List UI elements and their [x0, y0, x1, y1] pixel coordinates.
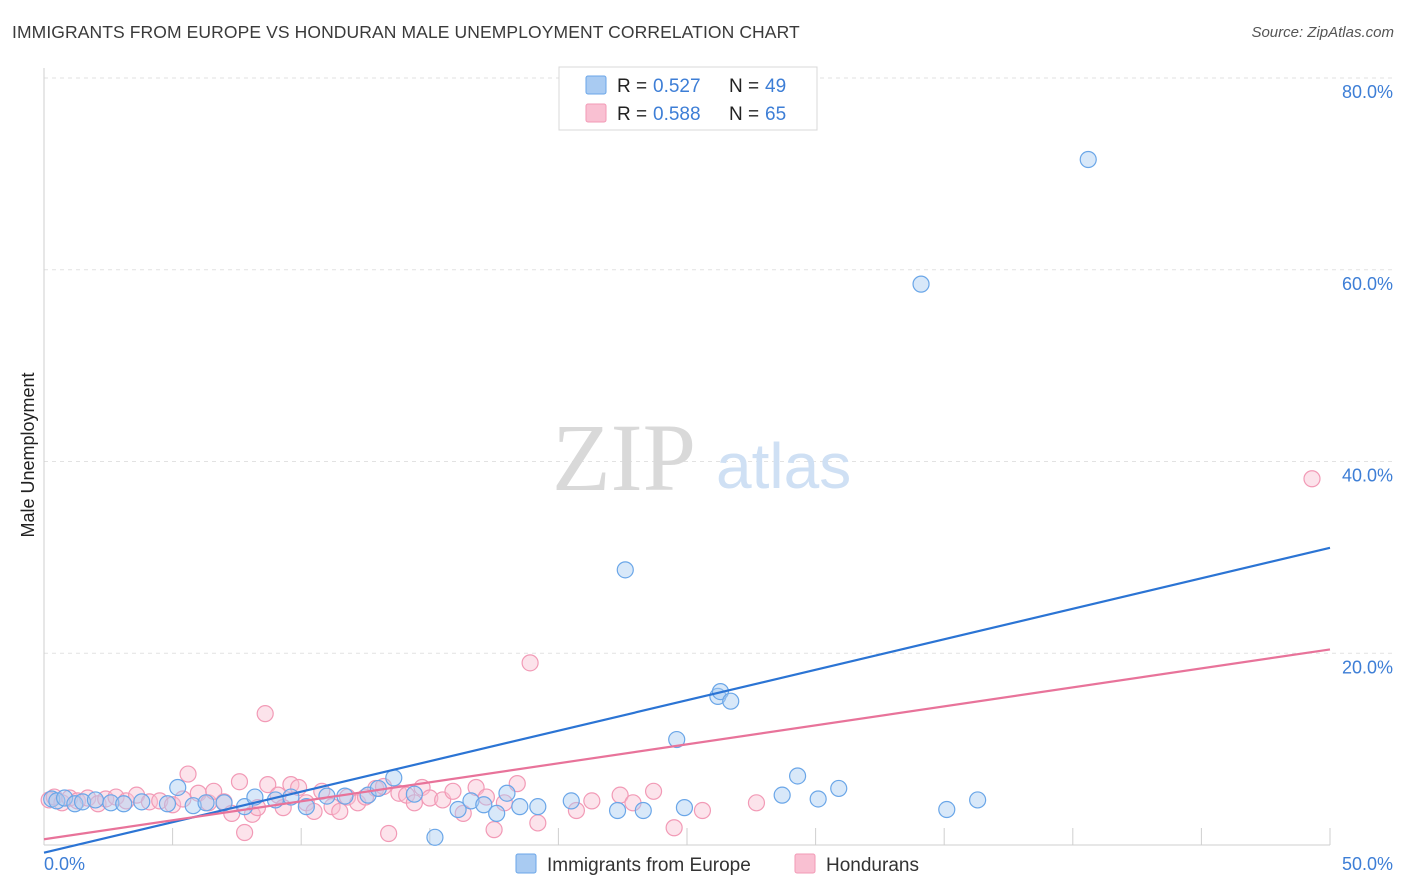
point-hondurans [529, 814, 547, 832]
legend-n-label-europe: N = [729, 76, 759, 97]
point-hondurans [521, 654, 539, 672]
point-immigrants-from-europe [115, 795, 133, 813]
y-axis-label: Male Unemployment [18, 372, 38, 537]
point-hondurans [164, 796, 182, 814]
point-hondurans [259, 775, 277, 794]
point-immigrants-from-europe [511, 798, 529, 816]
y-tick-label: 40.0% [1342, 466, 1393, 486]
legend-n-value-hondurans: 65 [765, 104, 786, 125]
point-immigrants-from-europe [158, 795, 177, 813]
point-immigrants-from-europe [938, 800, 956, 819]
x-tick-labels: 0.0% 50.0% [44, 854, 1393, 874]
series-legend-swatch-hondurans [794, 853, 816, 874]
point-hondurans [444, 782, 462, 800]
series-legend-label-hondurans: Hondurans [826, 855, 919, 876]
watermark-atlas: atlas [716, 430, 851, 502]
point-immigrants-from-europe [562, 792, 580, 810]
point-immigrants-from-europe [809, 790, 827, 808]
legend-swatch-hondurans [585, 103, 607, 123]
point-immigrants-from-europe [912, 275, 930, 293]
point-immigrants-from-europe [405, 785, 423, 803]
legend-r-label-europe: R = [617, 76, 647, 97]
stats-legend: R = 0.527 N = 49 R = 0.588 N = 65 [558, 66, 818, 131]
x-tick-label: 0.0% [44, 854, 85, 874]
point-hondurans [405, 794, 423, 812]
point-immigrants-from-europe [102, 794, 120, 812]
series-legend-swatch-europe [515, 853, 537, 874]
point-hondurans [665, 819, 683, 837]
point-hondurans [68, 792, 87, 810]
legend-r-label-hondurans: R = [617, 104, 647, 125]
point-immigrants-from-europe [675, 799, 694, 817]
series-legend-label-europe: Immigrants from Europe [547, 855, 751, 876]
point-immigrants-from-europe [830, 779, 848, 798]
point-hondurans [230, 773, 249, 791]
legend-r-value-europe: 0.527 [653, 76, 701, 97]
point-immigrants-from-europe [475, 796, 493, 814]
point-immigrants-from-europe [169, 778, 187, 797]
point-immigrants-from-europe [788, 767, 807, 785]
point-hondurans [644, 782, 663, 800]
point-hondurans [485, 821, 503, 839]
legend-n-label-hondurans: N = [729, 104, 759, 125]
point-immigrants-from-europe [634, 801, 652, 820]
point-hondurans [380, 824, 398, 843]
point-immigrants-from-europe [426, 828, 444, 846]
point-immigrants-from-europe [73, 793, 92, 811]
point-immigrants-from-europe [616, 561, 634, 579]
point-immigrants-from-europe [668, 730, 686, 749]
point-immigrants-from-europe [608, 801, 627, 820]
point-hondurans [236, 823, 254, 842]
point-immigrants-from-europe [55, 789, 74, 807]
point-hondurans [583, 792, 601, 810]
point-immigrants-from-europe [969, 791, 987, 809]
point-immigrants-from-europe [722, 692, 740, 710]
y-tick-label: 20.0% [1342, 657, 1393, 677]
point-immigrants-from-europe [462, 792, 480, 810]
legend-r-value-hondurans: 0.588 [653, 104, 701, 125]
point-hondurans [693, 801, 712, 820]
point-immigrants-from-europe [197, 794, 215, 812]
point-immigrants-from-europe [297, 798, 315, 816]
point-immigrants-from-europe [86, 791, 105, 809]
chart-title: IMMIGRANTS FROM EUROPE VS HONDURAN MALE … [12, 22, 800, 42]
point-hondurans [179, 765, 197, 783]
point-hondurans [747, 794, 766, 812]
series-legend: Immigrants from Europe Hondurans [515, 853, 919, 876]
y-tick-label: 80.0% [1342, 82, 1393, 102]
point-immigrants-from-europe [498, 784, 516, 802]
point-immigrants-from-europe [488, 804, 506, 822]
point-immigrants-from-europe [184, 797, 202, 815]
trend-line-immigrants-from-europe [43, 546, 1331, 854]
chart-source: Source: ZipAtlas.com [1251, 24, 1394, 41]
point-hondurans [1303, 470, 1321, 488]
point-immigrants-from-europe [529, 798, 547, 816]
point-immigrants-from-europe [773, 786, 791, 804]
y-tick-label: 60.0% [1342, 274, 1393, 294]
trend-line-hondurans [43, 648, 1331, 841]
point-hondurans [567, 801, 586, 820]
legend-n-value-europe: 49 [765, 76, 786, 97]
point-immigrants-from-europe [1079, 150, 1097, 169]
point-immigrants-from-europe [449, 800, 467, 819]
watermark: ZIP atlas [552, 404, 851, 511]
trend-lines [43, 546, 1331, 854]
point-hondurans [331, 802, 349, 821]
y-tick-labels: 20.0% 40.0% 60.0% 80.0% [1342, 82, 1393, 677]
x-tick-label: 50.0% [1342, 854, 1393, 874]
watermark-zip: ZIP [552, 404, 696, 511]
point-hondurans [256, 705, 274, 723]
point-immigrants-from-europe [133, 793, 151, 811]
gridlines [44, 77, 1392, 654]
legend-swatch-europe [585, 75, 607, 95]
point-immigrants-from-europe [385, 769, 403, 787]
